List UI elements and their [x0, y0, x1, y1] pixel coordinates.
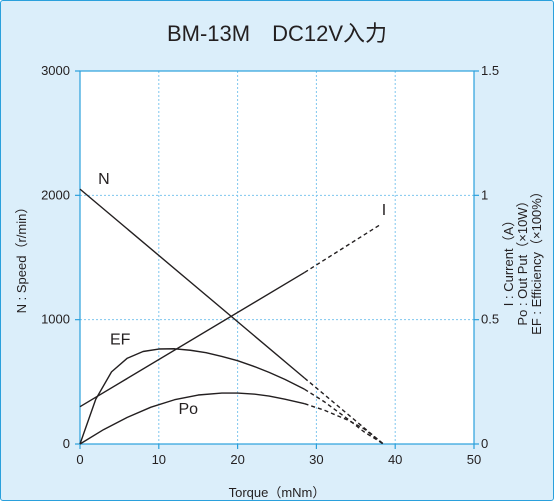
- y-right-tick-label-0.5: 0.5: [481, 312, 499, 327]
- series-labels: N I EF Po: [98, 171, 386, 418]
- series-label-ef: EF: [110, 332, 131, 349]
- y-left-tick-label-0: 0: [63, 436, 70, 451]
- series-po-extrapolation: [304, 403, 384, 445]
- x-tick-label-0: 0: [76, 452, 83, 467]
- series-label-i: I: [382, 202, 386, 219]
- y-right-label-current: I : Current（A）: [501, 214, 516, 306]
- y-left-axis-label: N : Speed（r/min）: [14, 201, 29, 314]
- series-label-po: Po: [179, 401, 199, 418]
- series-lines: [79, 188, 384, 445]
- x-tick-label-40: 40: [388, 452, 402, 467]
- series-ef-line: [79, 348, 305, 445]
- plot-area: [80, 71, 474, 444]
- y-left-tick-label-3000: 3000: [41, 63, 70, 78]
- series-n-line: [79, 188, 306, 379]
- y-right-label-efficiency: EF : Efficiency（×100%）: [529, 185, 544, 335]
- x-axis-label: Torque（mNm）: [229, 485, 326, 500]
- series-label-n: N: [98, 171, 110, 188]
- series-ef-extrapolation: [304, 388, 384, 445]
- y-right-label-output: Po : Out Put（×10W）: [515, 194, 530, 325]
- grid-lines: [80, 71, 474, 444]
- y-right-tick-label-1.5: 1.5: [481, 63, 499, 78]
- series-i-extrapolation: [304, 224, 380, 274]
- chart-title: BM-13M DC12V入力: [167, 21, 387, 46]
- x-tick-label-20: 20: [230, 452, 244, 467]
- y-right-axis-label: I : Current（A） Po : Out Put（×10W） EF : E…: [501, 185, 544, 335]
- x-tick-label-10: 10: [152, 452, 166, 467]
- series-po-line: [79, 392, 305, 445]
- y-left-tick-label-2000: 2000: [41, 187, 70, 202]
- y-left-tick-label-1000: 1000: [41, 312, 70, 327]
- plot-border: [79, 70, 475, 445]
- series-i-line: [79, 271, 305, 408]
- x-tick-label-50: 50: [467, 452, 481, 467]
- y-right-tick-label-0: 0: [481, 436, 488, 451]
- y-right-tick-label-1: 1: [481, 187, 488, 202]
- x-tick-label-30: 30: [309, 452, 323, 467]
